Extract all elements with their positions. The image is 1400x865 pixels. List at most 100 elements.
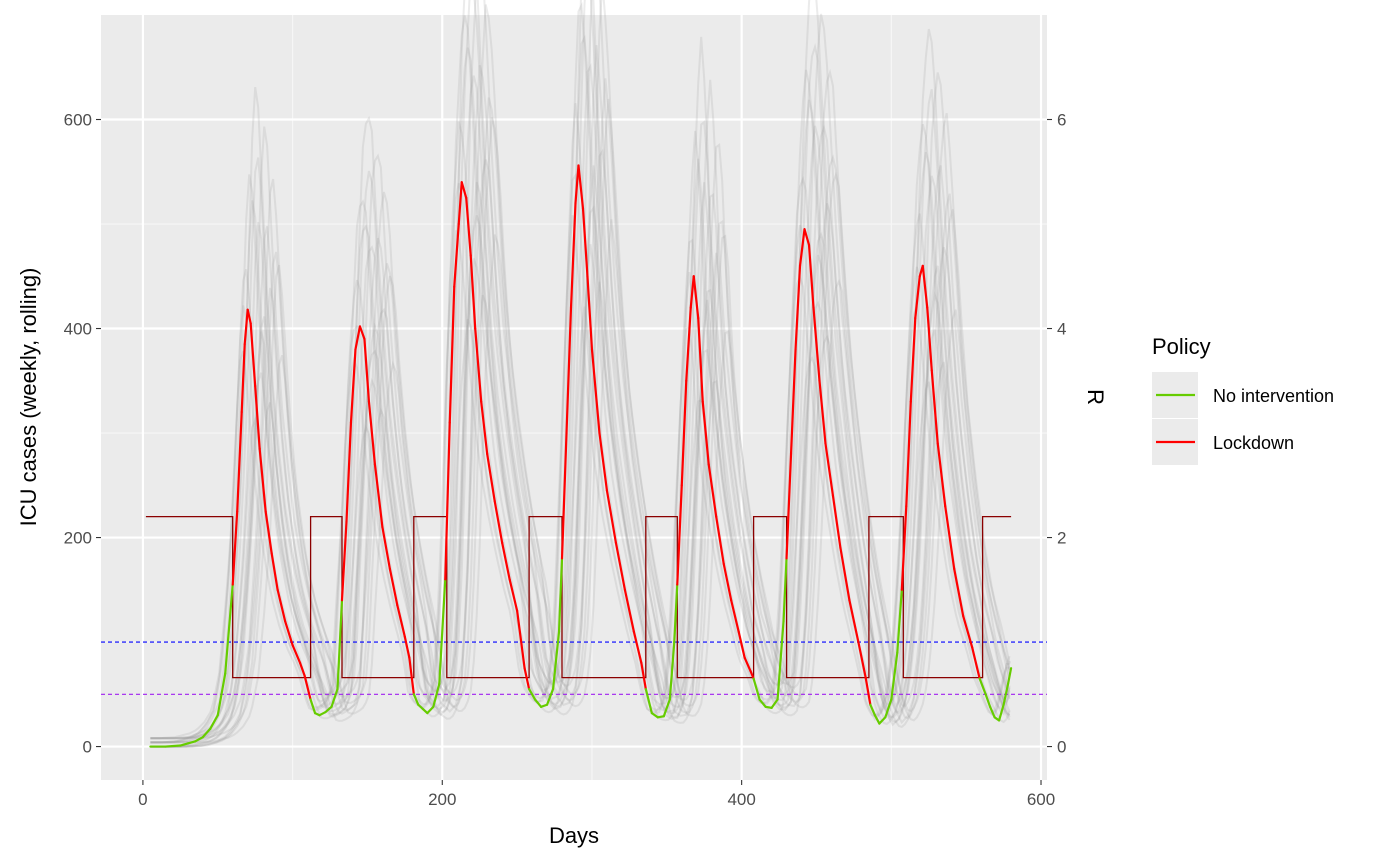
- icu-segment: [869, 703, 876, 717]
- icu-segment: [246, 308, 252, 325]
- icu-segment: [565, 306, 573, 435]
- icu-segment: [581, 207, 589, 278]
- icu-segment: [291, 644, 302, 665]
- y2-tick-label: 2: [1057, 529, 1066, 548]
- legend-label-lockdown: Lockdown: [1213, 433, 1294, 453]
- background-trace: [150, 34, 1011, 748]
- icu-segment: [381, 525, 391, 570]
- icu-segment: [438, 578, 447, 685]
- icu-segment: [249, 322, 257, 388]
- icu-segment: [715, 515, 725, 565]
- icu-segment: [363, 337, 371, 403]
- icu-segment: [508, 578, 519, 612]
- icu-segment: [730, 599, 740, 633]
- x-axis-title: Days: [549, 823, 599, 848]
- icu-segment: [574, 164, 580, 205]
- icu-segment: [758, 698, 767, 708]
- icu-segment: [749, 670, 755, 680]
- icu-segment: [349, 348, 357, 424]
- icu-segment: [276, 588, 287, 623]
- icu-segment: [216, 672, 227, 717]
- icu-segment: [668, 640, 676, 701]
- icu-segment: [890, 651, 899, 701]
- icu-segment: [848, 599, 860, 644]
- icu-segment: [209, 714, 219, 730]
- icu-segment: [324, 705, 333, 714]
- icu-segment: [984, 693, 992, 708]
- legend: Policy No intervention Lockdown: [1152, 334, 1334, 465]
- icu-segment: [680, 379, 688, 487]
- icu-segment: [460, 181, 468, 199]
- icu-segment: [303, 674, 312, 701]
- icu-segment: [685, 306, 692, 382]
- icu-segment: [798, 228, 806, 267]
- icu-segment: [909, 316, 917, 403]
- icu-segment: [201, 727, 212, 739]
- icu-segment: [900, 505, 908, 591]
- icu-segment: [605, 489, 618, 544]
- icu-segment: [480, 400, 489, 456]
- icu-segment: [236, 411, 243, 513]
- y-tick-label: 200: [64, 529, 92, 548]
- icu-segment: [358, 325, 366, 341]
- icu-segment: [707, 463, 718, 518]
- icu-segment: [794, 264, 802, 351]
- icu-segment: [298, 661, 306, 677]
- x-tick-label: 400: [727, 790, 755, 809]
- grid-major: [101, 15, 1047, 780]
- icu-segment: [818, 379, 827, 445]
- icu-segment: [776, 620, 785, 701]
- icu-segment: [527, 687, 537, 701]
- background-trace: [150, 0, 1011, 740]
- background-trace: [150, 0, 1011, 740]
- icu-segment: [644, 687, 653, 715]
- icu-segment: [164, 744, 182, 748]
- icu-segment: [930, 369, 939, 445]
- icu-segment: [309, 698, 317, 715]
- icu-segment: [953, 567, 965, 618]
- icu-segment: [408, 656, 415, 696]
- background-trace: [150, 2, 1011, 744]
- icu-segment: [944, 505, 956, 570]
- panel-background: [101, 15, 1047, 780]
- legend-label-no-intervention: No intervention: [1213, 386, 1334, 406]
- icu-segment: [179, 742, 189, 747]
- background-trace: [150, 98, 1011, 740]
- icu-segment: [396, 604, 406, 638]
- icu-segment: [254, 384, 261, 450]
- icu-segment: [673, 583, 679, 644]
- y-tick-label: 400: [64, 320, 92, 339]
- icu-segment: [264, 510, 273, 555]
- icu-segment: [523, 667, 531, 691]
- icu-segment: [785, 452, 793, 560]
- icu-segment: [469, 254, 477, 330]
- icu-segment: [803, 228, 811, 247]
- background-trace: [150, 78, 1011, 748]
- icu-segment: [516, 609, 526, 670]
- icu-segment: [650, 712, 659, 719]
- icu-segment: [330, 687, 339, 708]
- background-trace: [150, 45, 1011, 744]
- icu-segment: [486, 452, 496, 503]
- x-tick-label: 0: [138, 790, 147, 809]
- y-axis-title: ICU cases (weekly, rolling): [16, 268, 41, 527]
- icu-segment: [457, 181, 463, 226]
- icu-segment: [789, 348, 797, 456]
- icu-segment: [640, 661, 647, 691]
- r-step-line: [145, 515, 1012, 679]
- icu-segment: [807, 243, 815, 309]
- background-trace: [150, 219, 1011, 744]
- background-trace: [150, 281, 1011, 748]
- icu-segment: [936, 442, 947, 508]
- icu-segment: [545, 687, 555, 706]
- icu-segment: [1002, 682, 1010, 706]
- icu-segment: [623, 588, 635, 633]
- background-trace: [150, 103, 1011, 744]
- y-tick-label: 600: [64, 111, 92, 130]
- icu-segment: [501, 541, 511, 581]
- icu-segment: [971, 646, 981, 680]
- icu-segment: [493, 499, 504, 544]
- icu-segment: [857, 640, 867, 680]
- icu-segment: [864, 677, 872, 706]
